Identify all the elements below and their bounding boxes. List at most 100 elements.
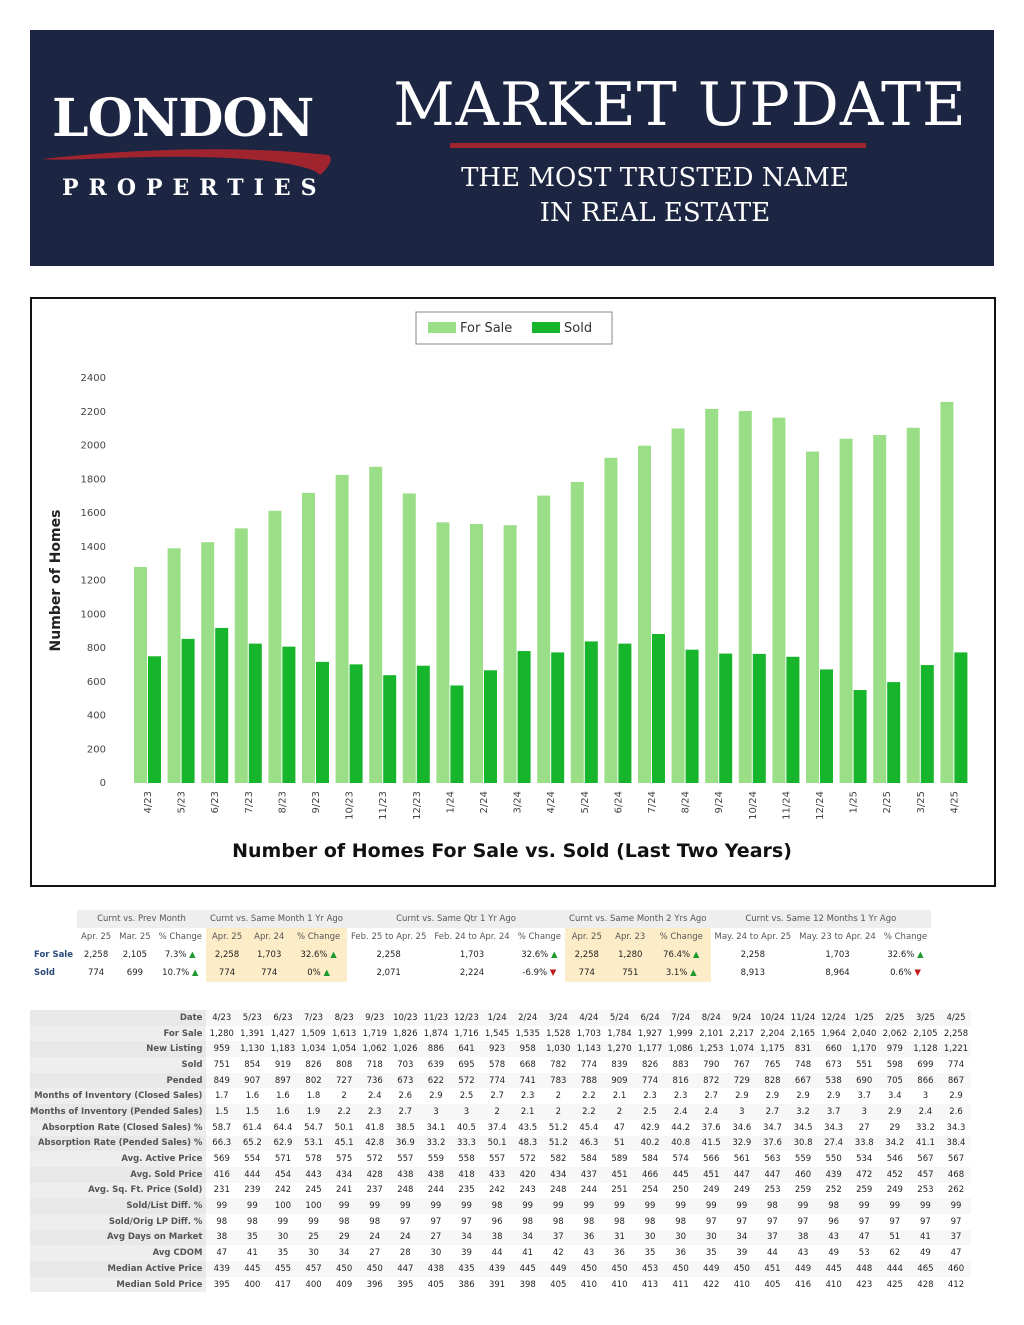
table-cell: 450 (726, 1261, 758, 1277)
cell-value: 0% (307, 968, 321, 978)
table-cell: 2,101 (699, 1028, 724, 1039)
table-cell: 34.3 (824, 1122, 844, 1133)
x-tick-label: 7/24 (647, 791, 658, 813)
table-cell: 99 (695, 1198, 727, 1214)
table-cell: 97 (889, 1216, 901, 1227)
table-cell: 386 (458, 1279, 475, 1290)
table-cell: 30 (634, 1229, 666, 1246)
table-cell: 2.9 (429, 1091, 443, 1102)
bar-sold (584, 641, 598, 783)
table-cell: 1,964 (821, 1028, 846, 1039)
table-cell: 42 (552, 1248, 564, 1259)
row-label: New Listing (30, 1041, 207, 1058)
table-cell: 49 (828, 1248, 840, 1259)
row-label: Avg. Sq. Ft. Price (Sold) (30, 1182, 207, 1199)
table-cell: 2.2 (573, 1104, 605, 1120)
table-cell: 43.5 (518, 1122, 538, 1133)
table-cell: 31 (604, 1229, 635, 1246)
table-cell: 97 (461, 1216, 472, 1227)
bar-for-sale (839, 438, 853, 783)
table-cell: 97 (767, 1216, 778, 1227)
table-cell: 34.7 (762, 1122, 782, 1133)
up-arrow-icon: ▲ (186, 950, 196, 960)
y-tick-label: 200 (87, 744, 106, 755)
table-cell: 242 (488, 1185, 506, 1196)
table-cell: 243 (519, 1185, 536, 1196)
x-tick-label: 4/23 (143, 791, 154, 813)
table-cell: 37.6 (757, 1135, 788, 1152)
bar-for-sale (302, 492, 315, 783)
table-cell: 569 (213, 1154, 230, 1165)
bar-for-sale (167, 548, 181, 783)
table-cell: 828 (757, 1072, 788, 1089)
bar-sold (719, 653, 733, 783)
table-cell: 447 (757, 1166, 788, 1183)
table-cell: 2.7 (490, 1091, 504, 1102)
y-tick-label: 2200 (81, 407, 106, 418)
y-tick-label: 2400 (81, 373, 106, 384)
bar-for-sale (604, 457, 618, 783)
cell-value: 7.3% (164, 950, 187, 960)
table-cell: 98 (481, 1198, 513, 1214)
title-divider (450, 143, 866, 148)
table-cell: 41.5 (695, 1135, 727, 1152)
table-cell: 782 (550, 1059, 567, 1070)
table-cell: 241 (336, 1185, 353, 1196)
table-cell: 98 (644, 1216, 656, 1227)
table-cell: 1,175 (757, 1041, 788, 1058)
table-cell: 409 (336, 1279, 353, 1290)
row-label: Avg. Active Price (30, 1151, 207, 1167)
table-cell: 450 (573, 1261, 605, 1277)
table-cell: 64.4 (273, 1122, 293, 1133)
bar-for-sale (940, 401, 954, 783)
table-cell: 1,391 (240, 1028, 265, 1039)
table-cell: 559 (794, 1154, 812, 1165)
table-cell: 38 (206, 1229, 238, 1246)
table-cell: 451 (695, 1166, 727, 1183)
table-cell: 438 (390, 1166, 421, 1183)
table-cell: 2.6 (398, 1091, 413, 1102)
x-tick-label: 12/23 (412, 791, 423, 820)
bar-sold (181, 638, 195, 783)
cell-value: 1,703 (825, 950, 850, 960)
table-cell: 2,258 (205, 946, 249, 964)
table-cell: 3 (451, 1104, 482, 1120)
table-cell: 410 (611, 1279, 628, 1290)
table-cell: 1,427 (270, 1028, 296, 1039)
table-cell: 831 (787, 1041, 819, 1058)
table-cell: 2.5 (634, 1104, 666, 1120)
table-cell: 47 (216, 1248, 228, 1259)
column-header: Feb. 25 to Apr. 25 (351, 932, 427, 942)
table-cell: 1,143 (573, 1041, 605, 1058)
x-tick-label: 7/23 (244, 791, 255, 813)
table-cell: 444 (879, 1261, 911, 1277)
corner-cell (30, 928, 77, 946)
table-cell: 1,177 (634, 1041, 666, 1058)
table-cell: 1.5 (206, 1104, 238, 1120)
table-cell: 578 (305, 1154, 322, 1165)
table-cell: 99 (390, 1198, 421, 1214)
table-cell: 422 (703, 1279, 720, 1290)
table-cell: 2.3 (359, 1104, 391, 1120)
row-label: Sold (30, 1057, 207, 1073)
bar-sold (383, 675, 397, 783)
y-tick-label: 800 (87, 643, 106, 654)
table-cell: 2,165 (790, 1028, 816, 1039)
down-arrow-icon: ▼ (547, 968, 557, 978)
table-cell: 866 (910, 1072, 941, 1089)
x-tick-label: 8/23 (277, 791, 288, 813)
date-header: 10/23 (390, 1010, 421, 1026)
table-cell: 2,258 (347, 946, 430, 964)
cell-value: 2,258 (214, 950, 240, 960)
table-cell: 1,280 (608, 946, 652, 964)
table-cell: 249 (733, 1185, 750, 1196)
table-cell: 439 (818, 1166, 849, 1183)
table-cell: 2 (604, 1104, 635, 1120)
table-cell: 38 (481, 1229, 513, 1246)
x-tick-label: 9/23 (311, 791, 322, 813)
table-cell: 1.6 (245, 1091, 260, 1102)
date-header: 9/24 (726, 1010, 758, 1026)
table-cell: 249 (703, 1185, 720, 1196)
table-cell: 788 (573, 1072, 605, 1089)
table-cell: 2,071 (347, 964, 430, 982)
